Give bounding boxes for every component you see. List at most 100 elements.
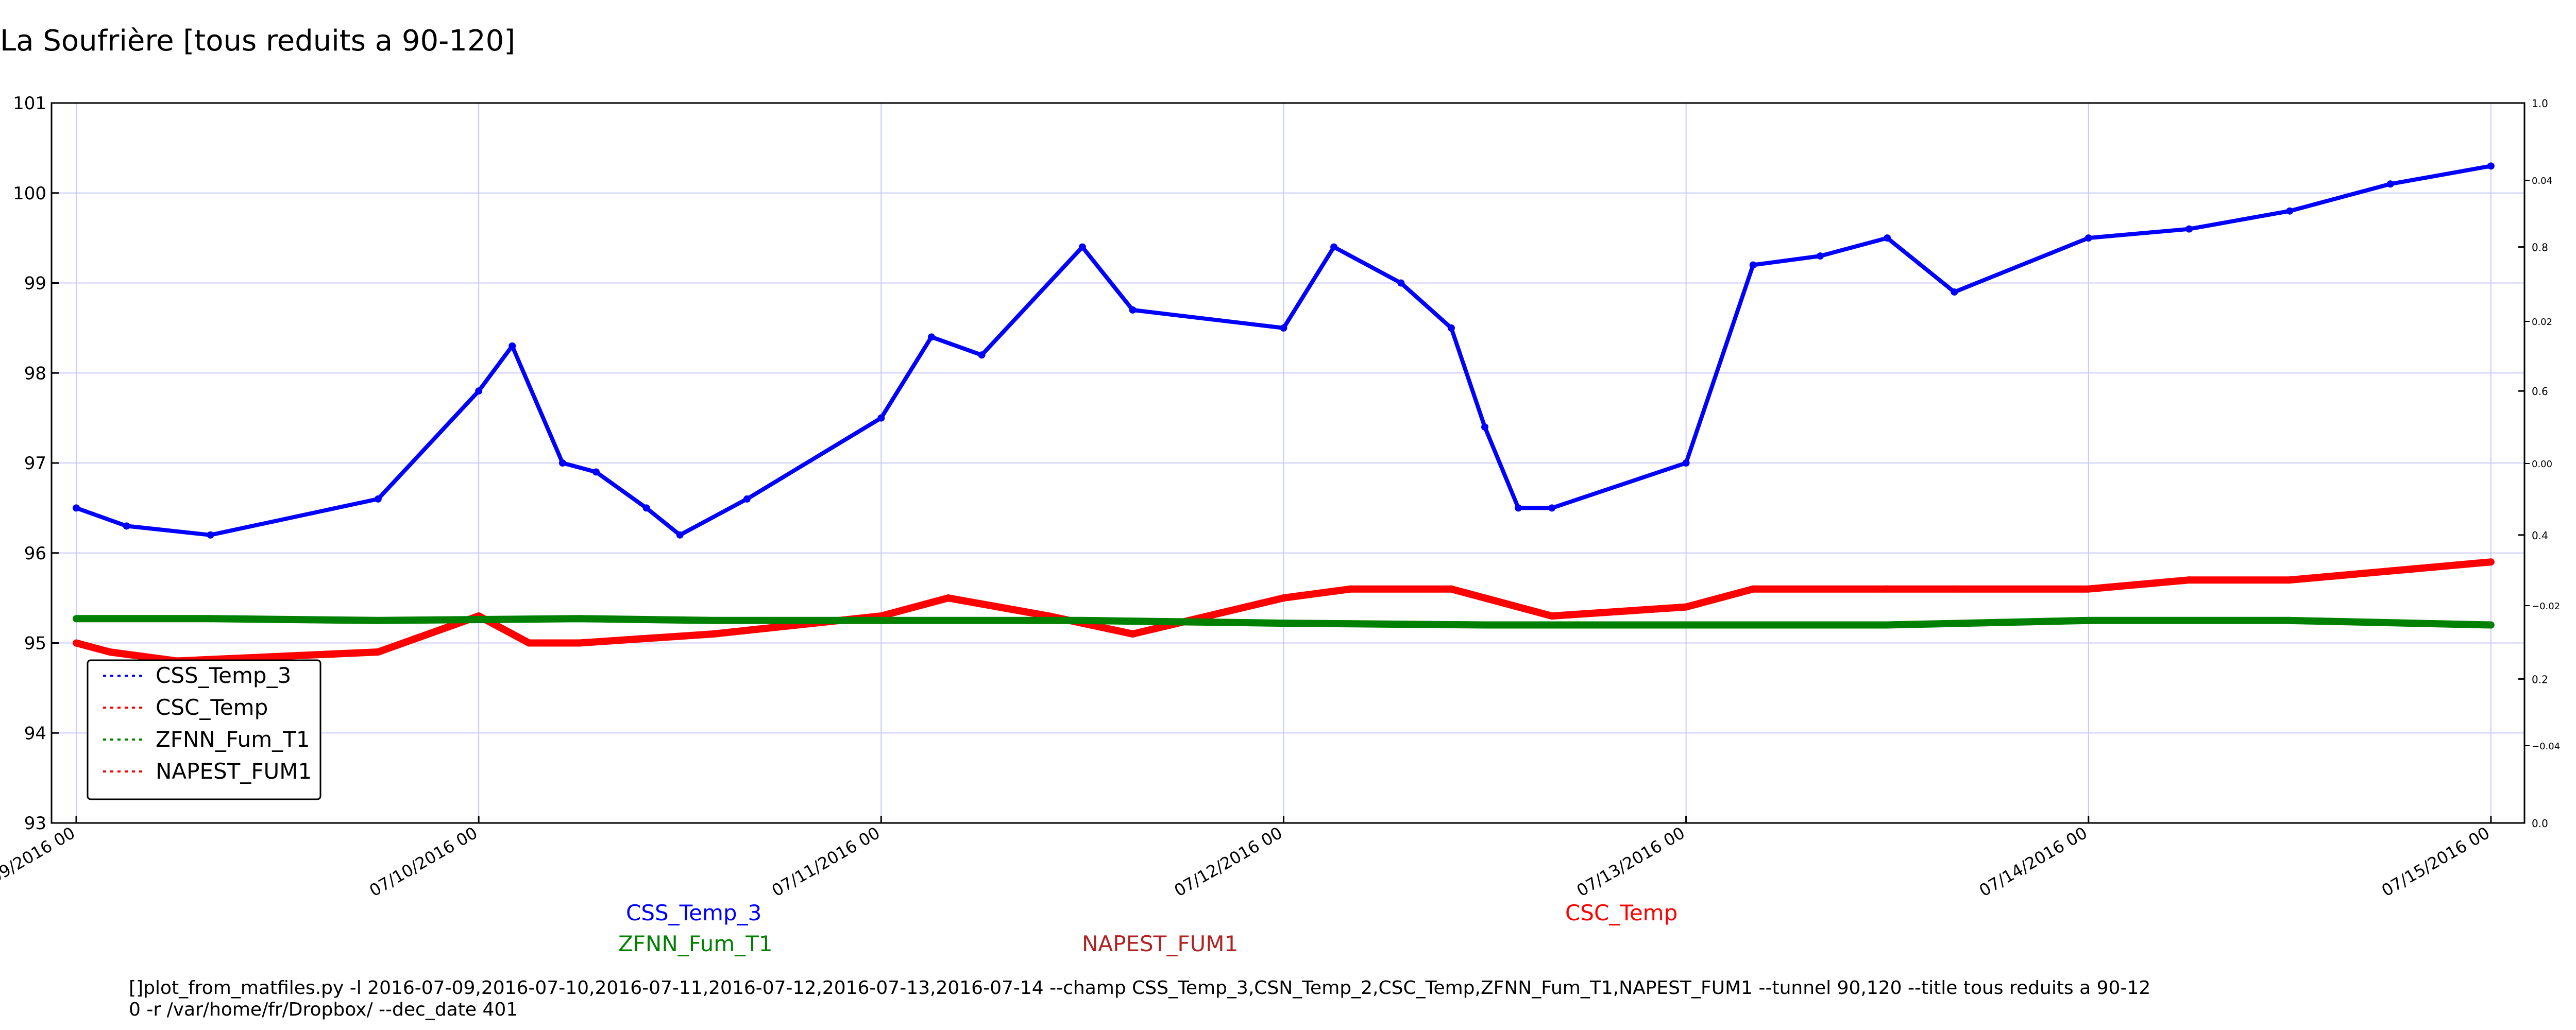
- data-point-css-temp-3: [1129, 306, 1137, 314]
- data-point-zfnn-fum-t1: [1682, 621, 1690, 629]
- legend-box: [87, 659, 321, 800]
- data-point-zfnn-fum-t1: [2084, 616, 2092, 624]
- y2-major-tick-label: 0.2: [2532, 673, 2548, 685]
- data-point-csc-temp: [2487, 558, 2495, 566]
- data-point-zfnn-fum-t1: [2286, 616, 2294, 624]
- data-point-csc-temp: [944, 594, 952, 602]
- data-point-css-temp-3: [1481, 423, 1489, 431]
- data-point-css-temp-3: [927, 333, 935, 341]
- x-tick-label: 07/12/2016 00: [1171, 823, 1286, 901]
- data-point-css-temp-3: [374, 495, 382, 503]
- data-point-csc-temp: [1447, 585, 1455, 593]
- data-point-zfnn-fum-t1: [709, 616, 717, 624]
- data-point-css-temp-3: [592, 468, 600, 476]
- x-tick-label: 07/14/2016 00: [1976, 823, 2091, 901]
- chart-title: La Soufrière [tous reduits a 90-120]: [0, 24, 515, 58]
- data-point-css-temp-3: [642, 504, 650, 512]
- data-point-css-temp-3: [558, 459, 566, 467]
- x-tick-label: 07/09/2016 00: [0, 823, 78, 901]
- data-point-csc-temp: [1884, 585, 1891, 593]
- y-tick-label: 101: [13, 93, 46, 114]
- y-tick-label: 100: [13, 183, 46, 204]
- data-point-css-temp-3: [207, 531, 214, 539]
- y2-major-tick-label: 0.0: [2532, 817, 2548, 830]
- data-point-css-temp-3: [475, 387, 483, 395]
- data-point-css-temp-3: [1749, 261, 1757, 269]
- legend-label: NAPEST_FUM1: [156, 759, 312, 784]
- command-line-2: 0 -r /var/home/fr/Dropbox/ --dec_date 40…: [129, 999, 518, 1020]
- caption-zfnn-fum-t1: ZFNN_Fum_T1: [618, 931, 773, 956]
- data-point-csc-temp: [2286, 576, 2294, 584]
- x-tick-label: 07/11/2016 00: [769, 823, 884, 901]
- data-point-css-temp-3: [2386, 180, 2394, 188]
- data-point-css-temp-3: [1447, 324, 1455, 332]
- y-tick-label: 97: [24, 453, 46, 474]
- data-point-css-temp-3: [1330, 243, 1338, 251]
- y-tick-label: 99: [24, 273, 46, 294]
- legend-label: CSS_Temp_3: [156, 663, 291, 688]
- data-point-zfnn-fum-t1: [73, 615, 80, 623]
- caption-css-temp-3: CSS_Temp_3: [626, 900, 762, 925]
- data-point-css-temp-3: [73, 504, 80, 512]
- data-point-css-temp-3: [509, 342, 516, 350]
- x-tick-label: 07/13/2016 00: [1573, 823, 1688, 901]
- data-point-csc-temp: [1347, 585, 1354, 593]
- data-point-zfnn-fum-t1: [575, 615, 583, 623]
- y2-minor-tick-label: 0.04: [2532, 176, 2552, 186]
- data-point-css-temp-3: [1884, 234, 1891, 242]
- x-tick-label: 07/15/2016 00: [2378, 823, 2493, 901]
- command-line-1: []plot_from_matfiles.py -l 2016-07-09,20…: [129, 977, 2151, 999]
- data-point-csc-temp: [575, 639, 583, 647]
- data-point-csc-temp: [1749, 585, 1757, 593]
- data-point-csc-temp: [1548, 612, 1556, 620]
- y2-minor-tick-label: 0.02: [2532, 317, 2552, 328]
- data-point-zfnn-fum-t1: [374, 616, 382, 624]
- data-point-csc-temp: [1951, 585, 1958, 593]
- data-point-zfnn-fum-t1: [1280, 620, 1287, 627]
- y2-minor-tick-label: 0.00: [2532, 459, 2552, 470]
- data-point-css-temp-3: [978, 351, 986, 359]
- data-point-css-temp-3: [1682, 459, 1690, 467]
- y-tick-label: 98: [24, 363, 46, 384]
- y2-major-tick-label: 0.4: [2532, 529, 2548, 542]
- data-point-csc-temp: [525, 639, 533, 647]
- data-point-csc-temp: [106, 648, 114, 656]
- data-point-css-temp-3: [2487, 162, 2495, 170]
- data-point-zfnn-fum-t1: [1884, 621, 1891, 629]
- data-point-css-temp-3: [2084, 234, 2092, 242]
- data-point-csc-temp: [709, 630, 717, 638]
- data-point-css-temp-3: [1397, 279, 1405, 287]
- data-point-csc-temp: [73, 639, 80, 647]
- data-point-csc-temp: [1129, 630, 1137, 638]
- y-tick-label: 95: [24, 633, 46, 654]
- y-tick-label: 93: [24, 813, 46, 834]
- y2-major-tick-label: 0.6: [2532, 385, 2548, 398]
- y2-minor-tick-label: −0.04: [2532, 741, 2560, 752]
- data-point-css-temp-3: [2286, 207, 2294, 215]
- data-point-csc-temp: [374, 648, 382, 656]
- data-point-css-temp-3: [743, 495, 751, 503]
- data-point-zfnn-fum-t1: [877, 616, 885, 624]
- data-point-css-temp-3: [1548, 504, 1556, 512]
- data-point-zfnn-fum-t1: [1481, 621, 1489, 629]
- data-point-css-temp-3: [877, 414, 885, 422]
- y-tick-label: 94: [24, 723, 46, 744]
- data-point-css-temp-3: [1816, 252, 1824, 260]
- data-point-css-temp-3: [123, 522, 130, 530]
- data-point-csc-temp: [2185, 576, 2193, 584]
- data-point-csc-temp: [1682, 603, 1690, 611]
- data-point-zfnn-fum-t1: [1078, 616, 1086, 624]
- data-point-zfnn-fum-t1: [2487, 621, 2495, 629]
- y2-major-tick-label: 0.8: [2532, 242, 2548, 254]
- x-tick-label: 07/10/2016 00: [366, 823, 481, 901]
- y-tick-label: 96: [24, 543, 46, 564]
- data-point-zfnn-fum-t1: [207, 615, 214, 623]
- caption-napest-fum1: NAPEST_FUM1: [1082, 931, 1239, 956]
- data-point-css-temp-3: [1078, 243, 1086, 251]
- data-point-css-temp-3: [1515, 504, 1522, 512]
- data-point-csc-temp: [2386, 567, 2394, 575]
- y2-major-tick-label: 1.0: [2532, 97, 2548, 110]
- legend-label: ZFNN_Fum_T1: [156, 727, 310, 752]
- legend-label: CSC_Temp: [156, 695, 268, 720]
